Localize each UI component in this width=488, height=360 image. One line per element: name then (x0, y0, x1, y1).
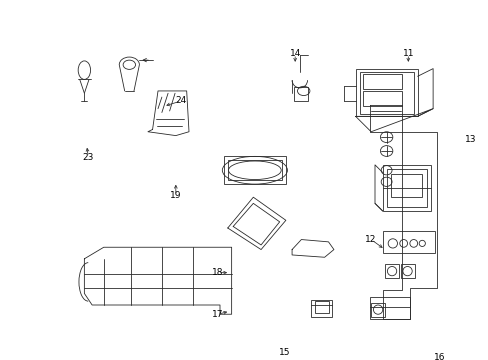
Bar (382, 231, 434, 253)
Bar (386, 169, 426, 207)
Bar (386, 343, 393, 350)
Bar (302, 343, 310, 350)
Text: 18: 18 (211, 268, 223, 277)
Bar (293, 87, 307, 101)
Bar (114, 343, 131, 360)
Text: 13: 13 (464, 135, 475, 144)
Text: 15: 15 (278, 348, 289, 357)
Bar (111, 342, 133, 360)
Bar (369, 297, 409, 319)
Text: 12: 12 (365, 235, 376, 244)
Bar (363, 91, 401, 106)
Bar (370, 303, 384, 316)
Bar (400, 264, 414, 278)
Text: 17: 17 (211, 310, 223, 319)
Bar (227, 160, 282, 180)
Bar (363, 74, 401, 89)
Bar (224, 156, 285, 184)
Text: 23: 23 (82, 153, 94, 162)
Bar (355, 69, 417, 116)
Bar (314, 301, 328, 313)
Bar (148, 341, 164, 360)
Bar (307, 350, 389, 360)
Bar (144, 341, 168, 360)
Bar (449, 139, 463, 168)
Bar (390, 174, 421, 197)
Text: 16: 16 (433, 353, 444, 360)
Bar (310, 300, 332, 316)
Bar (382, 165, 430, 211)
Bar (302, 347, 393, 360)
Text: 19: 19 (170, 191, 181, 200)
Bar (312, 354, 384, 360)
Text: 11: 11 (402, 49, 413, 58)
Bar (359, 72, 413, 114)
Text: 14: 14 (289, 49, 300, 58)
Bar (384, 264, 398, 278)
Text: 24: 24 (175, 96, 186, 105)
